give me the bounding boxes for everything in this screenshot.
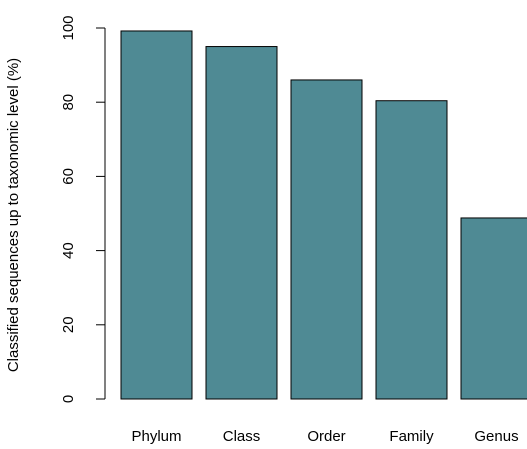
bars — [120, 30, 527, 400]
bar-order — [290, 79, 363, 400]
y-axis: 0 20 40 60 80 100 — [60, 15, 106, 403]
y-tick-label: 40 — [60, 242, 77, 259]
bar-family — [375, 100, 448, 400]
y-axis-label: Classified sequences up to taxonomic lev… — [5, 58, 22, 372]
bar-phylum — [120, 30, 193, 400]
x-tick-label: Genus — [474, 428, 518, 445]
y-tick-label: 20 — [60, 316, 77, 333]
x-tick-label: Family — [389, 428, 434, 445]
x-tick-label: Phylum — [131, 428, 181, 445]
x-tick-label: Class — [223, 428, 261, 445]
x-tick-label: Order — [307, 428, 345, 445]
y-tick-label: 60 — [60, 168, 77, 185]
y-tick-label: 100 — [60, 15, 77, 40]
bar-class — [205, 46, 278, 400]
y-tick-label: 80 — [60, 94, 77, 111]
bar-genus — [460, 217, 527, 400]
x-tick-labels: Phylum Class Order Family Genus — [131, 428, 518, 445]
y-tick-label: 0 — [60, 395, 77, 403]
